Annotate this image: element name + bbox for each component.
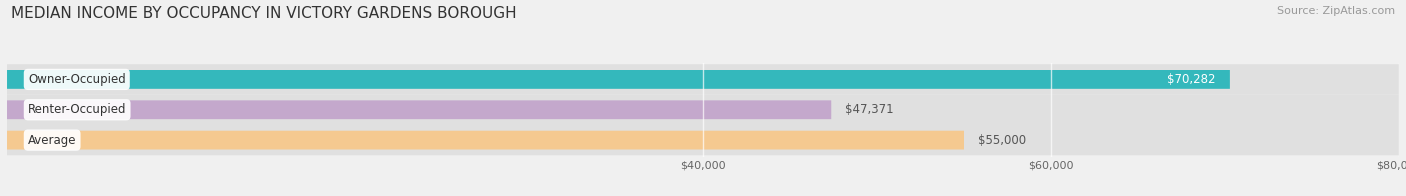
- Text: MEDIAN INCOME BY OCCUPANCY IN VICTORY GARDENS BOROUGH: MEDIAN INCOME BY OCCUPANCY IN VICTORY GA…: [11, 6, 517, 21]
- Text: $70,282: $70,282: [1167, 73, 1216, 86]
- Text: Renter-Occupied: Renter-Occupied: [28, 103, 127, 116]
- Text: Owner-Occupied: Owner-Occupied: [28, 73, 125, 86]
- Text: Average: Average: [28, 134, 76, 147]
- FancyBboxPatch shape: [7, 100, 831, 119]
- FancyBboxPatch shape: [7, 64, 1399, 95]
- Text: $47,371: $47,371: [845, 103, 894, 116]
- FancyBboxPatch shape: [7, 125, 1399, 155]
- FancyBboxPatch shape: [7, 95, 1399, 125]
- FancyBboxPatch shape: [7, 131, 965, 150]
- Text: Source: ZipAtlas.com: Source: ZipAtlas.com: [1277, 6, 1395, 16]
- Text: $55,000: $55,000: [979, 134, 1026, 147]
- FancyBboxPatch shape: [7, 70, 1230, 89]
